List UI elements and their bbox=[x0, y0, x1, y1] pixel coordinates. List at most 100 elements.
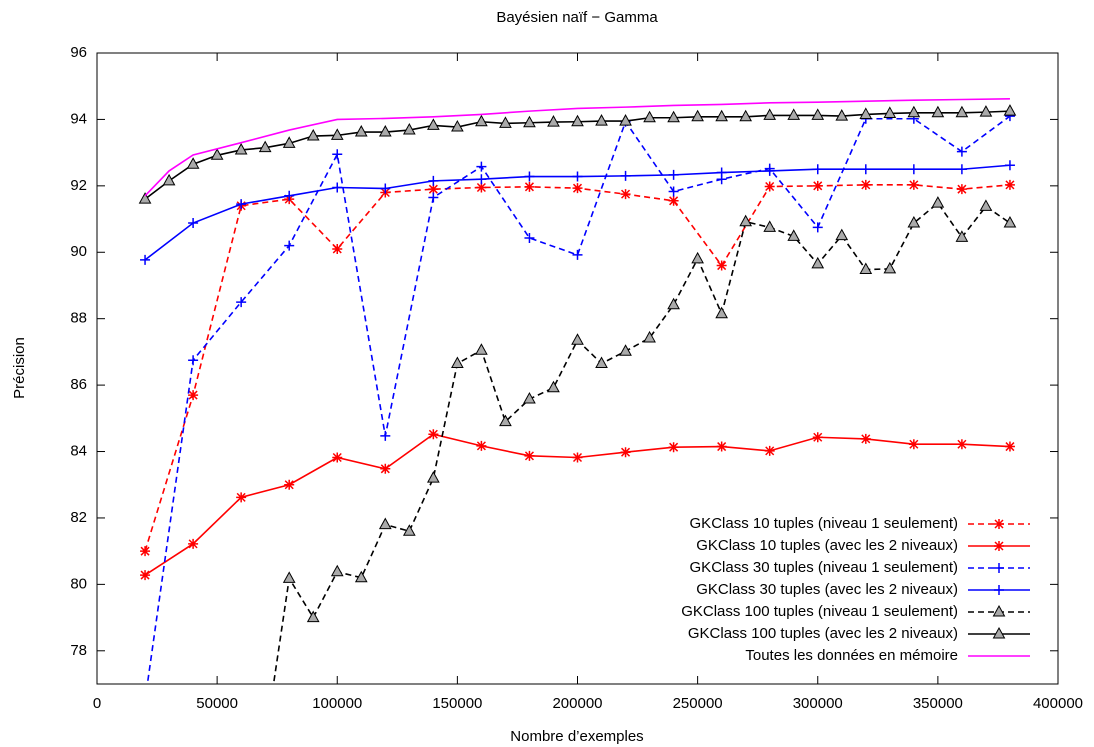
marker bbox=[188, 218, 199, 229]
legend-marker bbox=[992, 604, 1006, 617]
marker bbox=[188, 355, 199, 366]
marker bbox=[188, 538, 199, 549]
marker bbox=[572, 171, 583, 182]
marker bbox=[908, 179, 919, 190]
marker bbox=[523, 392, 536, 404]
marker bbox=[524, 232, 535, 243]
y-tick-label: 92 bbox=[70, 177, 87, 194]
legend-label: GKClass 10 tuples (avec les 2 niveaux) bbox=[696, 537, 958, 554]
marker bbox=[284, 479, 295, 490]
marker bbox=[284, 240, 295, 251]
marker bbox=[499, 414, 512, 427]
marker bbox=[524, 181, 535, 192]
marker bbox=[955, 105, 969, 118]
marker bbox=[763, 220, 777, 232]
marker bbox=[451, 356, 464, 369]
legend-marker bbox=[994, 563, 1004, 573]
marker bbox=[571, 333, 584, 345]
marker bbox=[763, 108, 777, 120]
y-tick-label: 78 bbox=[70, 642, 87, 659]
marker bbox=[475, 343, 488, 355]
marker bbox=[476, 182, 487, 193]
marker bbox=[668, 195, 679, 206]
y-tick-label: 88 bbox=[70, 310, 87, 327]
series-line bbox=[144, 184, 1011, 552]
marker bbox=[258, 140, 272, 153]
x-tick-label: 50000 bbox=[196, 695, 238, 712]
y-tick-label: 84 bbox=[70, 442, 87, 459]
marker bbox=[835, 228, 849, 241]
marker bbox=[620, 447, 631, 458]
x-tick-label: 100000 bbox=[312, 695, 362, 712]
legend-label: GKClass 30 tuples (avec les 2 niveaux) bbox=[696, 581, 958, 598]
x-tick-label: 350000 bbox=[913, 695, 963, 712]
marker bbox=[332, 182, 343, 193]
marker bbox=[668, 169, 679, 180]
marker bbox=[499, 116, 512, 128]
legend-marker bbox=[992, 626, 1006, 639]
marker bbox=[572, 249, 583, 260]
marker bbox=[332, 149, 343, 160]
marker bbox=[354, 570, 368, 583]
y-tick-label: 94 bbox=[70, 110, 87, 127]
marker bbox=[667, 110, 680, 123]
x-tick-label: 400000 bbox=[1033, 695, 1083, 712]
marker bbox=[186, 157, 200, 169]
marker bbox=[572, 452, 583, 463]
marker bbox=[330, 128, 344, 140]
marker bbox=[547, 115, 560, 127]
marker bbox=[716, 441, 727, 452]
marker bbox=[236, 492, 247, 503]
marker bbox=[282, 136, 296, 148]
marker bbox=[1004, 160, 1015, 171]
marker bbox=[1003, 216, 1017, 228]
marker bbox=[451, 120, 464, 132]
marker bbox=[956, 184, 967, 195]
legend-label: GKClass 30 tuples (niveau 1 seulement) bbox=[690, 559, 958, 576]
marker bbox=[284, 190, 295, 201]
marker bbox=[1004, 179, 1015, 190]
marker bbox=[380, 463, 391, 474]
marker bbox=[931, 105, 945, 118]
marker bbox=[571, 114, 584, 127]
x-tick-label: 0 bbox=[93, 695, 101, 712]
marker bbox=[402, 524, 416, 536]
marker bbox=[764, 165, 775, 176]
marker bbox=[956, 164, 967, 175]
marker bbox=[524, 450, 535, 461]
marker bbox=[476, 174, 487, 185]
marker bbox=[234, 142, 248, 155]
legend-marker bbox=[994, 585, 1004, 595]
marker bbox=[787, 108, 801, 120]
marker bbox=[380, 183, 391, 194]
plot-area bbox=[138, 98, 1017, 684]
marker bbox=[715, 306, 728, 319]
marker bbox=[812, 164, 823, 175]
y-tick-label: 80 bbox=[70, 575, 87, 592]
marker bbox=[811, 108, 825, 120]
marker bbox=[812, 432, 823, 443]
marker bbox=[354, 125, 368, 137]
marker bbox=[715, 109, 728, 122]
marker bbox=[811, 256, 825, 269]
marker bbox=[883, 261, 897, 274]
marker bbox=[620, 189, 631, 200]
series-line bbox=[144, 98, 1010, 197]
marker bbox=[236, 297, 247, 308]
legend-marker bbox=[994, 541, 1004, 551]
marker bbox=[931, 196, 945, 208]
marker bbox=[306, 128, 320, 141]
chart-title: Bayésien naïf − Gamma bbox=[496, 9, 658, 26]
marker bbox=[716, 260, 727, 271]
marker bbox=[812, 180, 823, 191]
marker bbox=[860, 179, 871, 190]
marker bbox=[667, 297, 680, 310]
marker bbox=[1004, 441, 1015, 452]
marker bbox=[595, 114, 608, 126]
marker bbox=[572, 183, 583, 194]
marker bbox=[716, 167, 727, 178]
marker bbox=[643, 110, 656, 123]
marker bbox=[476, 161, 487, 172]
marker bbox=[428, 429, 439, 440]
